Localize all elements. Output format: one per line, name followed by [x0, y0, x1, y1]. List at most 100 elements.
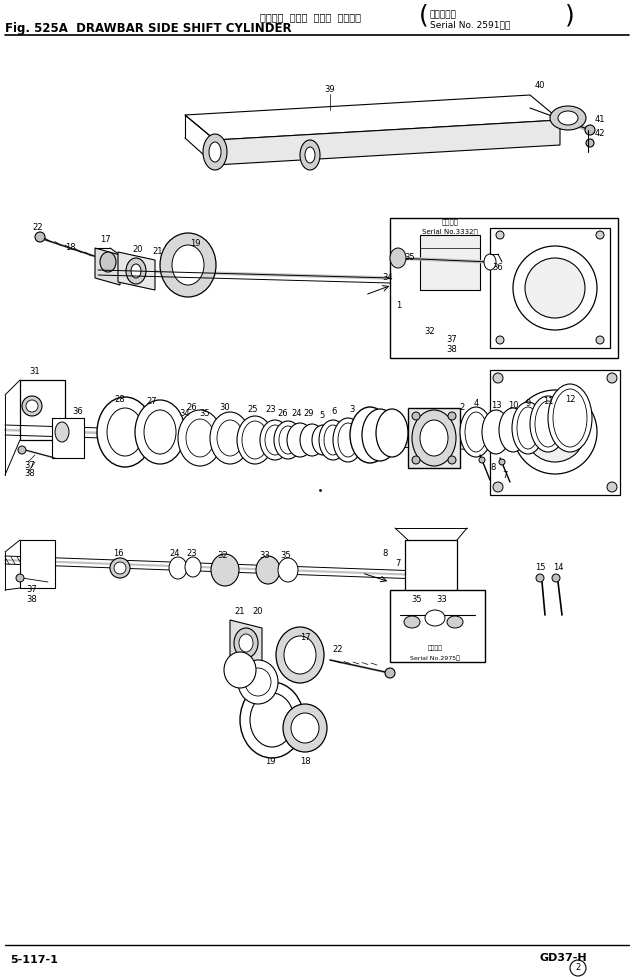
Text: Serial No. 2591～）: Serial No. 2591～）: [430, 20, 510, 29]
Circle shape: [493, 373, 503, 383]
Text: 33: 33: [437, 596, 448, 605]
Ellipse shape: [100, 252, 116, 272]
Circle shape: [596, 231, 604, 239]
Text: 37: 37: [446, 335, 457, 345]
Text: 41: 41: [595, 115, 605, 124]
Ellipse shape: [55, 422, 69, 442]
Ellipse shape: [265, 425, 285, 455]
Ellipse shape: [97, 397, 153, 467]
Bar: [390, 218, 618, 358]
Ellipse shape: [558, 111, 578, 125]
Text: 2: 2: [576, 963, 581, 972]
Text: 12: 12: [565, 396, 575, 404]
Ellipse shape: [535, 401, 561, 447]
Bar: [490, 370, 620, 495]
Text: 38: 38: [25, 470, 36, 479]
Text: 13: 13: [491, 402, 501, 410]
Ellipse shape: [211, 554, 239, 586]
Text: 38: 38: [27, 596, 37, 605]
Ellipse shape: [447, 616, 463, 628]
Text: 26: 26: [278, 408, 288, 417]
Ellipse shape: [234, 628, 258, 658]
Ellipse shape: [224, 652, 256, 688]
Circle shape: [552, 574, 560, 582]
Text: 17: 17: [300, 633, 310, 643]
Ellipse shape: [530, 396, 566, 452]
Text: 23: 23: [266, 405, 276, 414]
Ellipse shape: [484, 254, 496, 270]
Text: 16: 16: [113, 549, 123, 559]
Ellipse shape: [256, 556, 280, 584]
Circle shape: [607, 373, 617, 383]
Ellipse shape: [376, 409, 408, 457]
Text: 通用号等: 通用号等: [441, 219, 458, 226]
Text: 42: 42: [595, 129, 605, 138]
Text: ドローバ  サイド  シフト  シリンダ: ドローバ サイド シフト シリンダ: [259, 12, 361, 22]
Circle shape: [493, 482, 503, 492]
Text: 24: 24: [170, 548, 180, 558]
Ellipse shape: [274, 421, 302, 459]
Ellipse shape: [210, 412, 250, 464]
Text: 36: 36: [493, 264, 503, 273]
Ellipse shape: [144, 410, 176, 454]
Ellipse shape: [305, 147, 315, 163]
Ellipse shape: [160, 233, 216, 297]
Ellipse shape: [110, 558, 130, 578]
Circle shape: [385, 668, 395, 678]
Circle shape: [607, 482, 617, 492]
Ellipse shape: [178, 410, 222, 466]
Ellipse shape: [319, 420, 347, 460]
Text: 9: 9: [526, 400, 531, 408]
Text: 39: 39: [325, 86, 335, 95]
Text: 35: 35: [411, 596, 422, 605]
Ellipse shape: [404, 616, 420, 628]
Text: 5: 5: [320, 410, 325, 419]
Text: Serial No.2975～: Serial No.2975～: [410, 656, 460, 660]
Text: Serial No.3332～: Serial No.3332～: [422, 229, 478, 235]
Circle shape: [496, 336, 504, 344]
Ellipse shape: [312, 425, 334, 455]
Bar: [390, 590, 485, 662]
Text: Fig. 525A  DRAWBAR SIDE SHIFT CYLINDER: Fig. 525A DRAWBAR SIDE SHIFT CYLINDER: [5, 22, 292, 35]
Ellipse shape: [209, 142, 221, 162]
Ellipse shape: [250, 693, 294, 747]
Ellipse shape: [217, 420, 243, 456]
Ellipse shape: [237, 416, 273, 464]
Ellipse shape: [242, 421, 268, 459]
Ellipse shape: [420, 420, 448, 456]
Text: ): ): [565, 3, 575, 27]
Bar: [490, 228, 610, 348]
Circle shape: [18, 446, 26, 454]
Circle shape: [586, 139, 594, 147]
Text: 3: 3: [349, 405, 354, 414]
Ellipse shape: [278, 558, 298, 582]
Ellipse shape: [26, 400, 38, 412]
Text: 24: 24: [292, 408, 302, 417]
Ellipse shape: [499, 408, 527, 452]
Text: 32: 32: [217, 550, 228, 560]
Text: 35: 35: [404, 253, 415, 263]
Text: 33: 33: [260, 550, 270, 560]
Ellipse shape: [287, 423, 313, 457]
Ellipse shape: [513, 246, 597, 330]
Circle shape: [479, 457, 485, 463]
Ellipse shape: [550, 106, 586, 130]
Text: 30: 30: [220, 404, 230, 412]
Text: 21: 21: [235, 608, 245, 616]
Text: 17: 17: [100, 235, 110, 244]
Text: 36: 36: [73, 407, 84, 416]
Circle shape: [496, 231, 504, 239]
Bar: [20, 380, 65, 440]
Ellipse shape: [512, 402, 544, 454]
Circle shape: [536, 574, 544, 582]
Text: 11: 11: [543, 398, 553, 406]
Ellipse shape: [185, 557, 201, 577]
Text: 14: 14: [553, 564, 563, 573]
Text: 8: 8: [382, 548, 387, 558]
Text: 29: 29: [304, 408, 314, 417]
Ellipse shape: [460, 407, 492, 457]
Ellipse shape: [203, 134, 227, 170]
Ellipse shape: [300, 424, 324, 456]
Text: 20: 20: [253, 608, 263, 616]
Ellipse shape: [203, 418, 217, 432]
